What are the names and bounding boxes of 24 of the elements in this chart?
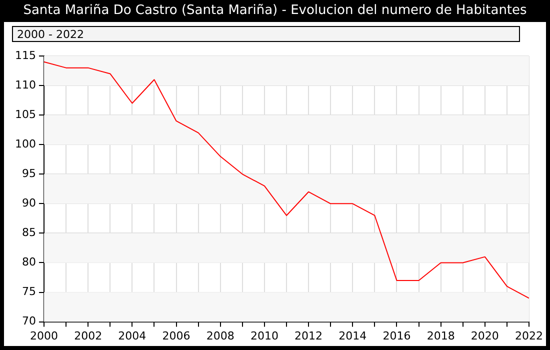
y-tick-label: 110: [14, 78, 36, 92]
x-tick-label: 2002: [74, 329, 102, 342]
x-tick-label: 2014: [338, 329, 367, 342]
chart-subtitle: 2000 - 2022: [12, 26, 520, 42]
x-tick-label: 2018: [426, 329, 455, 342]
y-tick-label: 90: [22, 196, 36, 210]
y-tick-label: 115: [14, 48, 36, 62]
y-tick-label: 80: [22, 256, 36, 269]
y-tick-label: 75: [22, 285, 36, 298]
x-tick-label: 2022: [515, 329, 544, 342]
y-tick-label: 95: [22, 166, 36, 180]
y-tick-label: 105: [14, 108, 36, 121]
x-tick-label: 2008: [206, 329, 234, 342]
x-tick-label: 2012: [294, 329, 323, 342]
y-tick-label: 100: [14, 137, 36, 150]
chart-title: Santa Mariña Do Castro (Santa Mariña) - Evolucion del numero de Habitantes: [22, 3, 528, 18]
y-tick-label: 85: [22, 226, 36, 240]
x-tick-label: 2016: [382, 329, 411, 342]
x-tick-label: 2006: [162, 329, 190, 342]
x-tick-label: 2010: [250, 329, 278, 342]
x-tick-label: 2004: [118, 329, 146, 342]
y-tick-label: 70: [22, 314, 36, 328]
x-tick-label: 2020: [470, 329, 499, 342]
x-tick-label: 2000: [30, 329, 58, 342]
